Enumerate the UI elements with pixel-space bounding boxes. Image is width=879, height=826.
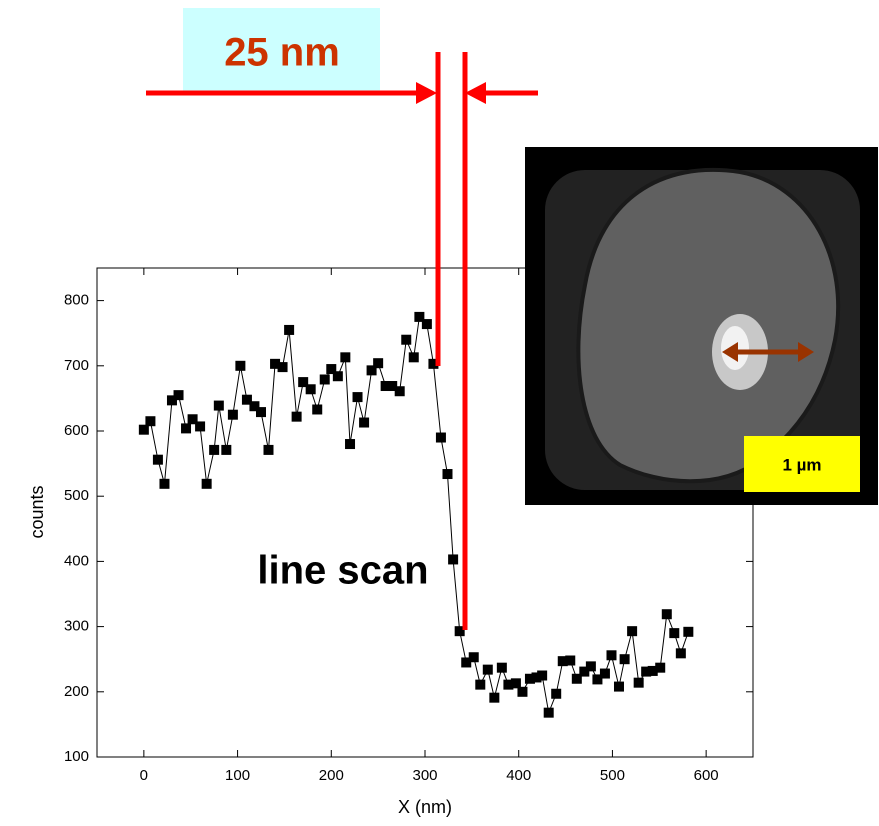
data-point: [489, 693, 499, 703]
data-point: [475, 680, 485, 690]
x-tick-label: 500: [600, 767, 625, 784]
data-point: [551, 689, 561, 699]
data-point: [353, 392, 363, 402]
data-point: [395, 386, 405, 396]
data-point: [359, 418, 369, 428]
data-point: [620, 654, 630, 664]
data-point: [422, 319, 432, 329]
data-point: [669, 628, 679, 638]
data-point: [340, 352, 350, 362]
y-tick-label: 300: [64, 618, 89, 635]
data-point: [497, 663, 507, 673]
y-tick-label: 100: [64, 748, 89, 765]
data-point: [565, 656, 575, 666]
data-point: [662, 609, 672, 619]
data-point: [221, 445, 231, 455]
x-tick-label: 100: [225, 767, 250, 784]
data-point: [544, 708, 554, 718]
data-point: [606, 650, 616, 660]
data-point: [256, 407, 266, 417]
data-point: [683, 627, 693, 637]
data-point: [442, 469, 452, 479]
data-point: [320, 374, 330, 384]
x-tick-label: 200: [319, 767, 344, 784]
data-point: [409, 352, 419, 362]
arrow-head: [416, 82, 437, 104]
x-tick-label: 0: [140, 767, 148, 784]
y-tick-label: 600: [64, 422, 89, 439]
x-tick-label: 600: [694, 767, 719, 784]
y-tick-label: 800: [64, 292, 89, 309]
data-point: [627, 626, 637, 636]
data-point: [614, 682, 624, 692]
data-point: [333, 371, 343, 381]
data-point: [448, 554, 458, 564]
arrow-head: [465, 82, 486, 104]
data-point: [517, 687, 527, 697]
data-point: [483, 665, 493, 675]
data-point: [373, 358, 383, 368]
x-axis-label: X (nm): [398, 797, 452, 817]
data-point: [436, 433, 446, 443]
data-point: [292, 412, 302, 422]
data-point: [345, 439, 355, 449]
data-point: [195, 421, 205, 431]
data-point: [469, 652, 479, 662]
data-point: [214, 401, 224, 411]
data-point: [537, 671, 547, 681]
x-tick-label: 300: [412, 767, 437, 784]
data-point: [600, 669, 610, 679]
y-tick-label: 200: [64, 683, 89, 700]
data-point: [312, 404, 322, 414]
y-tick-label: 700: [64, 357, 89, 374]
data-point: [278, 362, 288, 372]
data-point: [284, 325, 294, 335]
y-tick-label: 500: [64, 487, 89, 504]
data-point: [676, 648, 686, 658]
data-point: [153, 455, 163, 465]
data-point: [202, 479, 212, 489]
data-point: [263, 445, 273, 455]
data-point: [401, 335, 411, 345]
data-point: [235, 361, 245, 371]
annotation: 1 µm: [782, 455, 821, 474]
x-tick-label: 400: [506, 767, 531, 784]
y-tick-label: 400: [64, 552, 89, 569]
data-point: [634, 678, 644, 688]
data-point: [655, 663, 665, 673]
data-point: [159, 479, 169, 489]
data-point: [174, 390, 184, 400]
data-point: [209, 445, 219, 455]
data-point: [145, 416, 155, 426]
data-point: [306, 384, 316, 394]
chart: 25 nm 0 100 200 300 400 500 600 100 200 300 400 500…: [0, 0, 879, 826]
y-axis-label: counts: [27, 485, 47, 538]
data-point: [228, 410, 238, 420]
inset-image: [525, 147, 878, 505]
data-point: [181, 423, 191, 433]
data-point: [586, 661, 596, 671]
annotation: 25 nm: [224, 31, 340, 75]
annotation: line scan: [257, 549, 428, 593]
